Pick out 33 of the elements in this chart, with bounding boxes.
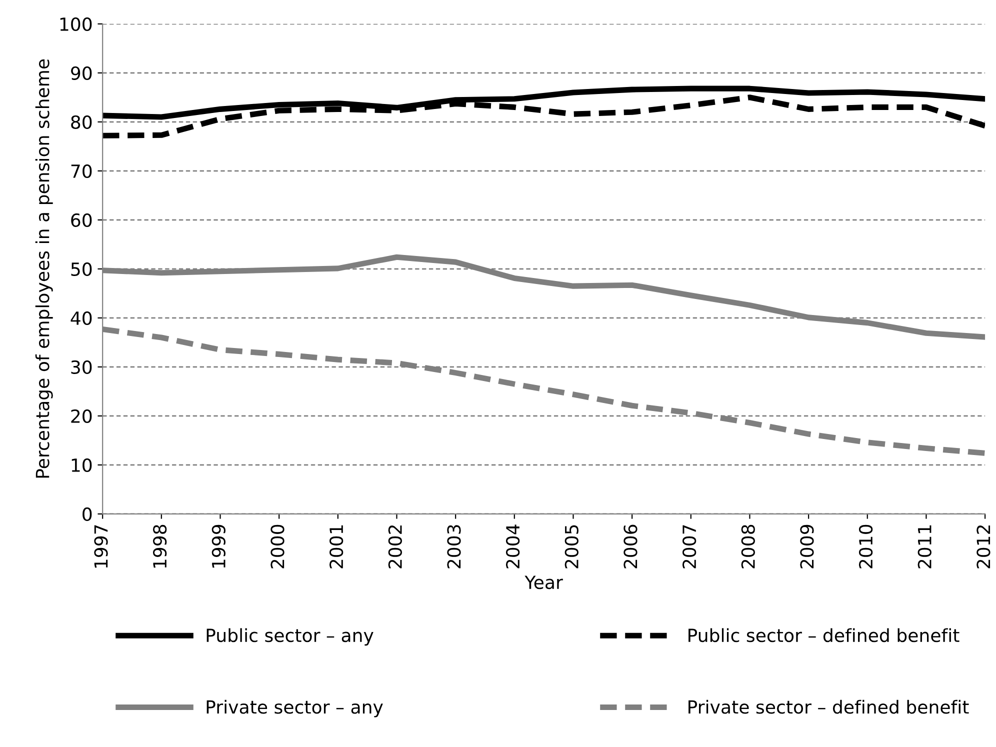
y-tick-label: 50	[71, 262, 92, 276]
x-tick-label: 2011	[918, 525, 932, 568]
x-tick-label: 2010	[858, 524, 873, 568]
x-tick-label: 1999	[212, 524, 226, 568]
x-tick-label: 2008	[741, 524, 755, 568]
x-tick-label: 2005	[564, 525, 578, 568]
x-tick-label: 1997	[94, 525, 108, 568]
y-tick-label: 0	[82, 507, 92, 522]
legend-label: Private sector – any	[206, 700, 383, 718]
y-tick-label: 70	[71, 164, 92, 178]
x-tick-label: 2009	[800, 524, 814, 568]
y-tick-label: 100	[60, 17, 92, 32]
x-axis-title: Year	[524, 576, 563, 590]
x-tick-label: 2001	[329, 525, 344, 568]
x-tick-label: 2007	[682, 525, 696, 568]
y-tick-label: 90	[71, 66, 92, 80]
x-tick-label: 1998	[153, 524, 167, 568]
legend-label: Public sector – any	[206, 628, 374, 646]
legend-label: Public sector – defined benefit	[688, 628, 960, 642]
x-tick-label: 2006	[624, 524, 638, 568]
x-tick-label: 2012	[976, 525, 990, 568]
legend-label: Private sector – defined benefit	[688, 700, 969, 714]
y-tick-label: 40	[70, 311, 92, 326]
y-axis-title: Percentage of employees in a pension scheme	[35, 59, 53, 478]
x-tick-label: 2002	[388, 525, 402, 568]
x-tick-label: 2000	[270, 524, 284, 568]
y-tick-label: 30	[71, 360, 92, 374]
y-tick-label: 80	[71, 115, 92, 130]
x-tick-label: 2003	[447, 525, 461, 568]
y-tick-label: 20	[71, 409, 92, 424]
y-tick-label: 60	[71, 213, 92, 228]
x-tick-label: 2004	[506, 524, 520, 568]
y-tick-label: 10	[72, 458, 92, 472]
